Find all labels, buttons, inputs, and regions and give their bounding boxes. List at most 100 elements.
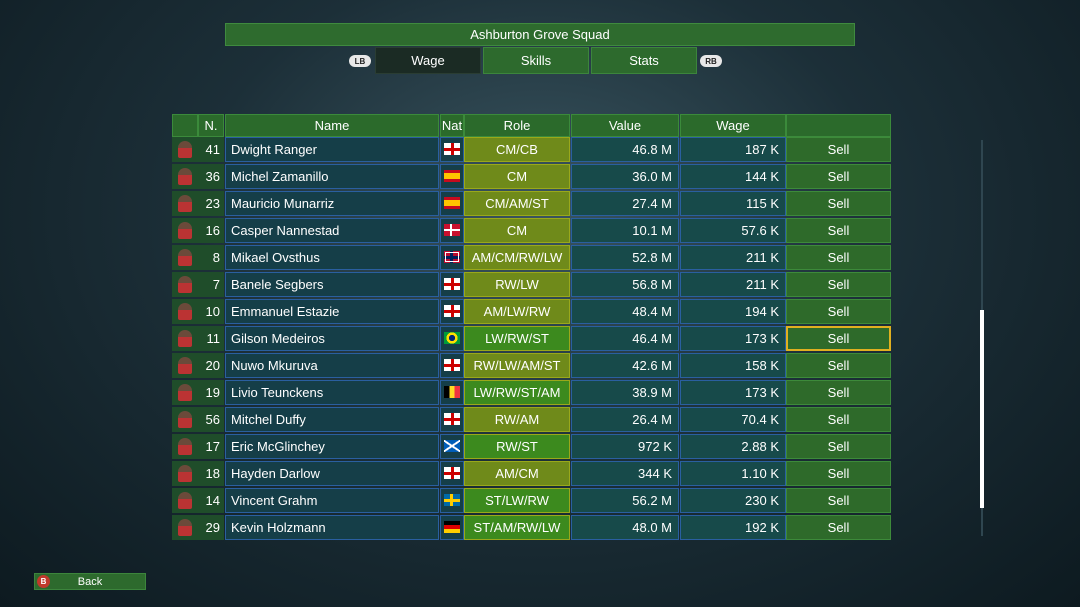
sell-button[interactable]: Sell — [786, 191, 891, 216]
flag — [444, 359, 460, 371]
player-name: Dwight Ranger — [225, 137, 439, 162]
wage: 173 K — [680, 380, 786, 405]
sell-button[interactable]: Sell — [786, 461, 891, 486]
flag — [444, 494, 460, 506]
role: RW/AM — [464, 407, 570, 432]
value: 46.4 M — [571, 326, 679, 351]
photo-icon — [178, 357, 192, 374]
photo-icon — [178, 519, 192, 536]
column-header: Nat — [440, 114, 464, 137]
photo-icon — [178, 222, 192, 239]
flag — [444, 521, 460, 533]
sell-button[interactable]: Sell — [786, 164, 891, 189]
lb-button[interactable]: LB — [349, 55, 371, 67]
shirt-number: 41 — [198, 137, 224, 162]
wage: 70.4 K — [680, 407, 786, 432]
column-header — [172, 114, 198, 137]
shirt-number: 56 — [198, 407, 224, 432]
shirt-number: 18 — [198, 461, 224, 486]
sell-button[interactable]: Sell — [786, 434, 891, 459]
column-header: N. — [198, 114, 224, 137]
flag — [444, 197, 460, 209]
photo-icon — [178, 492, 192, 509]
player-name: Mitchel Duffy — [225, 407, 439, 432]
photo-icon — [178, 438, 192, 455]
photo-icon — [178, 465, 192, 482]
value: 36.0 M — [571, 164, 679, 189]
role: AM/CM — [464, 461, 570, 486]
sell-button[interactable]: Sell — [786, 326, 891, 351]
player-name: Nuwo Mkuruva — [225, 353, 439, 378]
flag — [444, 170, 460, 182]
tab[interactable]: Stats — [591, 47, 697, 74]
photo-icon — [178, 195, 192, 212]
wage: 115 K — [680, 191, 786, 216]
back-button[interactable]: B Back — [34, 573, 146, 590]
shirt-number: 10 — [198, 299, 224, 324]
shirt-number: 20 — [198, 353, 224, 378]
role: LW/RW/ST/AM — [464, 380, 570, 405]
photo-icon — [178, 141, 192, 158]
sell-button[interactable]: Sell — [786, 515, 891, 540]
tab[interactable]: Wage — [375, 47, 481, 74]
value: 52.8 M — [571, 245, 679, 270]
sell-button[interactable]: Sell — [786, 299, 891, 324]
role: RW/LW — [464, 272, 570, 297]
value: 56.8 M — [571, 272, 679, 297]
shirt-number: 19 — [198, 380, 224, 405]
shirt-number: 16 — [198, 218, 224, 243]
photo-icon — [178, 303, 192, 320]
shirt-number: 23 — [198, 191, 224, 216]
player-name: Michel Zamanillo — [225, 164, 439, 189]
sell-button[interactable]: Sell — [786, 353, 891, 378]
player-name: Banele Segbers — [225, 272, 439, 297]
role: CM/AM/ST — [464, 191, 570, 216]
shirt-number: 17 — [198, 434, 224, 459]
wage: 144 K — [680, 164, 786, 189]
photo-icon — [178, 384, 192, 401]
title: Ashburton Grove Squad — [470, 27, 610, 42]
player-name: Mikael Ovsthus — [225, 245, 439, 270]
player-name: Hayden Darlow — [225, 461, 439, 486]
shirt-number: 29 — [198, 515, 224, 540]
sell-button[interactable]: Sell — [786, 407, 891, 432]
flag — [444, 467, 460, 479]
column-header — [786, 114, 891, 137]
value: 26.4 M — [571, 407, 679, 432]
role: LW/RW/ST — [464, 326, 570, 351]
column-header: Name — [225, 114, 439, 137]
wage: 57.6 K — [680, 218, 786, 243]
player-name: Livio Teunckens — [225, 380, 439, 405]
rb-button[interactable]: RB — [700, 55, 722, 67]
flag — [444, 224, 460, 236]
photo-icon — [178, 249, 192, 266]
shirt-number: 11 — [198, 326, 224, 351]
role: CM/CB — [464, 137, 570, 162]
scroll-thumb[interactable] — [980, 310, 984, 508]
photo-icon — [178, 330, 192, 347]
column-header: Wage — [680, 114, 786, 137]
wage: 194 K — [680, 299, 786, 324]
sell-button[interactable]: Sell — [786, 218, 891, 243]
flag — [444, 143, 460, 155]
wage: 211 K — [680, 245, 786, 270]
sell-button[interactable]: Sell — [786, 245, 891, 270]
value: 46.8 M — [571, 137, 679, 162]
flag — [444, 251, 460, 263]
wage: 1.10 K — [680, 461, 786, 486]
role: ST/AM/RW/LW — [464, 515, 570, 540]
tab[interactable]: Skills — [483, 47, 589, 74]
sell-button[interactable]: Sell — [786, 137, 891, 162]
shirt-number: 36 — [198, 164, 224, 189]
sell-button[interactable]: Sell — [786, 488, 891, 513]
title-bar: Ashburton Grove Squad — [225, 23, 855, 46]
back-label: Back — [77, 575, 103, 588]
value: 56.2 M — [571, 488, 679, 513]
column-header: Role — [464, 114, 570, 137]
flag — [444, 413, 460, 425]
sell-button[interactable]: Sell — [786, 380, 891, 405]
sell-button[interactable]: Sell — [786, 272, 891, 297]
b-icon: B — [37, 575, 50, 588]
role: CM — [464, 218, 570, 243]
